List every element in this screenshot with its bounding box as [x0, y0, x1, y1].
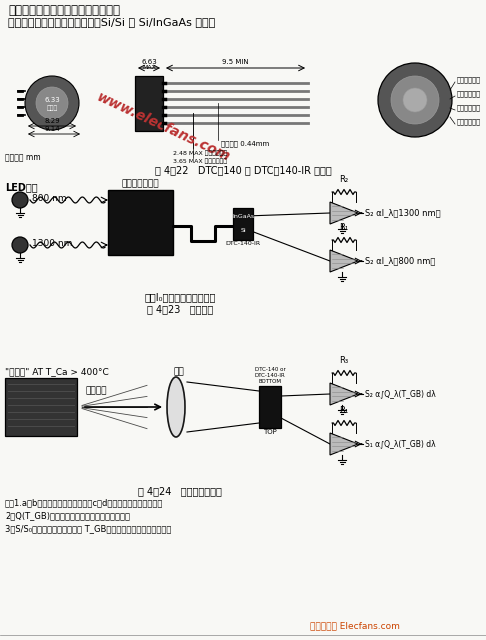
Text: LED光源: LED光源 [5, 182, 37, 192]
Text: "灰色体" AT T_Ca > 400°C: "灰色体" AT T_Ca > 400°C [5, 367, 109, 376]
Text: R₁: R₁ [339, 406, 348, 415]
Polygon shape [330, 250, 358, 272]
Text: S₁ α∫Q_λ(T_GB) dλ: S₁ α∫Q_λ(T_GB) dλ [365, 440, 435, 449]
Bar [135, 76, 163, 131]
Text: DTC-140 or
DTC-140-IR
BOTTOM: DTC-140 or DTC-140-IR BOTTOM [255, 367, 285, 384]
Text: 透镜: 透镜 [174, 367, 184, 376]
Bar [5, 378, 77, 436]
Text: 管直径: 管直径 [46, 105, 58, 111]
Text: 8.29: 8.29 [44, 118, 60, 124]
Text: 二极管阳极顶: 二极管阳极顶 [457, 77, 481, 83]
Text: 特点：双波长检测，并行输出，Si/Si 或 Si/InGaAs 夹层。: 特点：双波长检测，并行输出，Si/Si 或 Si/InGaAs 夹层。 [8, 17, 215, 27]
Text: TOP: TOP [263, 429, 277, 435]
Circle shape [36, 87, 68, 119]
Text: 800 nm: 800 nm [32, 194, 67, 203]
Text: DTC-140-IR: DTC-140-IR [226, 241, 260, 246]
Text: S₂ αI_λ（800 nm）: S₂ αI_λ（800 nm） [365, 257, 435, 266]
Ellipse shape [167, 377, 185, 437]
Text: 图 4－23   双波长表: 图 4－23 双波长表 [147, 304, 213, 314]
Polygon shape [330, 202, 358, 224]
Polygon shape [330, 383, 358, 405]
Text: 二极管阴极底: 二极管阴极底 [457, 91, 481, 97]
Text: 电子发烧友 Elecfans.com: 电子发烧友 Elecfans.com [310, 621, 400, 630]
Text: S₂ αI_λ（1300 nm）: S₂ αI_λ（1300 nm） [365, 209, 441, 218]
Text: 9.5 MIN: 9.5 MIN [222, 59, 248, 65]
Text: 6.33: 6.33 [44, 97, 60, 103]
Bar [233, 208, 253, 240]
Text: 用途：双波长功率表和双色温度测量: 用途：双波长功率表和双色温度测量 [8, 4, 120, 17]
Circle shape [378, 63, 452, 137]
Text: 图 4－24   双色温度传感器: 图 4－24 双色温度传感器 [138, 486, 222, 496]
Circle shape [25, 76, 79, 130]
Text: 2.48 MAX 受光二极管顶: 2.48 MAX 受光二极管顶 [173, 150, 227, 156]
Text: 二极管阴极底: 二极管阴极底 [457, 118, 481, 125]
Text: 二极管用极底: 二极管用极底 [457, 105, 481, 111]
Text: 红外辐射: 红外辐射 [85, 386, 106, 395]
Circle shape [12, 192, 28, 208]
Text: 9.14: 9.14 [44, 126, 60, 132]
Circle shape [391, 76, 439, 124]
Text: 注：I₀是规定波长光的强度: 注：I₀是规定波长光的强度 [144, 292, 216, 302]
Text: 1300 nm: 1300 nm [32, 239, 72, 248]
Bar [108, 190, 173, 255]
Text: R₂: R₂ [339, 175, 348, 184]
Text: 2．Q(T_GB)是每单位波长从灰色体来的光子流量: 2．Q(T_GB)是每单位波长从灰色体来的光子流量 [5, 511, 130, 520]
Text: 芯线直径 0.44mm: 芯线直径 0.44mm [221, 140, 269, 147]
Text: R₁: R₁ [339, 223, 348, 232]
Circle shape [12, 237, 28, 253]
Text: 注：单位 mm: 注：单位 mm [5, 153, 41, 162]
Text: Si: Si [240, 228, 246, 233]
Text: S₂ α∫Q_λ(T_GB) dλ: S₂ α∫Q_λ(T_GB) dλ [365, 390, 436, 399]
Text: InGaAs: InGaAs [232, 214, 254, 219]
Text: 光纤多路转换器: 光纤多路转换器 [122, 179, 159, 188]
Bar [259, 386, 281, 428]
Text: 图 4－22   DTC－140 和 DTC－140-IR 管脚图: 图 4－22 DTC－140 和 DTC－140-IR 管脚图 [155, 165, 331, 175]
Text: R₃: R₃ [339, 356, 348, 365]
Polygon shape [330, 433, 358, 455]
Text: 3．S/S₀此用于决定灰色体温度 T_GB（辐发射或绝对信号电平外）: 3．S/S₀此用于决定灰色体温度 T_GB（辐发射或绝对信号电平外） [5, 524, 172, 533]
Text: www.elecfans.com: www.elecfans.com [95, 90, 233, 164]
Text: 6.63: 6.63 [141, 59, 157, 65]
Text: 3.65 MAX 受光二极管底: 3.65 MAX 受光二极管底 [173, 158, 227, 164]
Text: MAX: MAX [142, 65, 156, 70]
Circle shape [403, 88, 427, 112]
Text: 注：1.a－b是二极管底的光谱范围，c－d是二极管顶的光谱范围。: 注：1.a－b是二极管底的光谱范围，c－d是二极管顶的光谱范围。 [5, 498, 163, 507]
